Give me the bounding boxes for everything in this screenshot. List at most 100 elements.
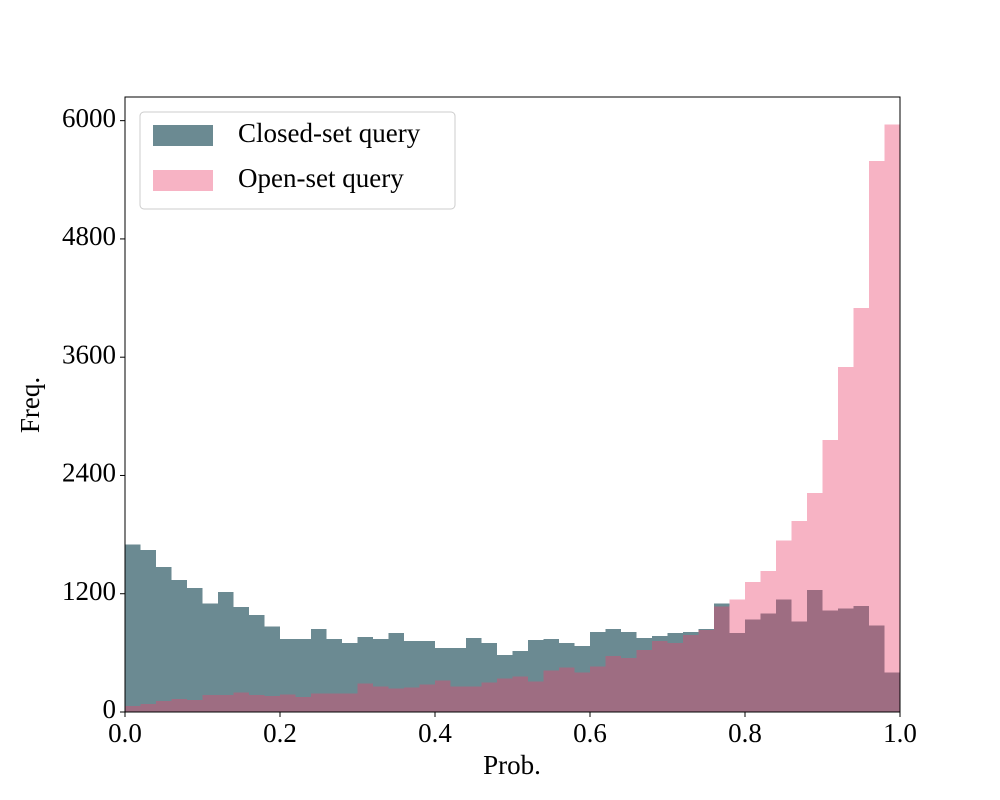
histogram-bar (140, 549, 156, 712)
histogram-bar (187, 700, 203, 712)
x-axis-label: Prob. (483, 750, 541, 780)
histogram-bar (435, 647, 451, 712)
histogram-bar (233, 607, 249, 712)
histogram-bar (171, 699, 187, 712)
histogram-bar (652, 641, 668, 712)
histogram-bar (528, 640, 544, 712)
y-tick-label: 2400 (62, 458, 116, 488)
histogram-bar (233, 692, 249, 712)
histogram-bar (295, 697, 311, 712)
histogram-bar (869, 625, 885, 712)
histogram-bar (807, 589, 823, 712)
histogram-bar (621, 632, 637, 712)
histogram-bar (326, 639, 342, 712)
histogram-bar (745, 619, 761, 712)
histogram-bar (388, 688, 404, 712)
histogram-bar (559, 643, 575, 712)
histogram-bar (714, 606, 730, 712)
histogram-bar (543, 639, 559, 712)
histogram-bar (729, 599, 745, 712)
x-tick-label: 0.6 (573, 718, 607, 748)
y-tick-label: 4800 (62, 221, 116, 251)
histogram-bar (419, 684, 435, 712)
x-tick-label: 0.0 (108, 718, 142, 748)
histogram-bar (869, 161, 885, 712)
histogram-bar (187, 587, 203, 712)
histogram-bar (683, 635, 699, 712)
histogram-bar (574, 645, 590, 712)
x-tick-label: 0.8 (728, 718, 762, 748)
histogram-bar (218, 695, 234, 712)
histogram-bar (404, 641, 420, 712)
histogram-bar (357, 637, 373, 712)
histogram-bar (714, 603, 730, 712)
histogram-bar (295, 639, 311, 712)
histogram-bar (621, 657, 637, 712)
histogram-bar (466, 638, 482, 712)
histogram-bar (776, 540, 792, 712)
histogram-bar (264, 696, 280, 712)
histogram-bar (884, 672, 900, 712)
histogram-bar (791, 621, 807, 712)
histogram-bar (450, 686, 466, 712)
histogram-bar (171, 579, 187, 712)
histogram-bar (853, 307, 869, 712)
histogram-bar (729, 633, 745, 712)
histogram-bar (326, 693, 342, 712)
histogram-bar (590, 666, 606, 712)
histogram-bar (853, 606, 869, 712)
histogram-bar (202, 695, 218, 712)
histogram-bar (760, 571, 776, 712)
histogram-bar (791, 520, 807, 712)
histogram-bar (574, 672, 590, 712)
histogram-bar (435, 680, 451, 712)
y-tick-label: 0 (103, 694, 117, 724)
x-tick-label: 0.4 (418, 718, 452, 748)
histogram-bar (512, 650, 528, 712)
histogram-bar (838, 367, 854, 712)
histogram-bar (156, 567, 172, 712)
histogram-bar (419, 641, 435, 712)
legend-label: Open-set query (238, 163, 404, 193)
legend-box (139, 111, 456, 210)
histogram-bar (280, 694, 296, 712)
histogram-bar (698, 629, 714, 712)
histogram-bar (807, 493, 823, 712)
x-tick-label: 0.2 (263, 718, 297, 748)
histogram-bar (466, 686, 482, 712)
legend-swatch (153, 170, 213, 191)
histogram-bar (311, 693, 327, 712)
histogram-bar (745, 581, 761, 712)
histogram-bar (605, 629, 621, 712)
histogram-bar (667, 633, 683, 712)
histogram-bar (249, 614, 265, 712)
y-axis-label: Freq. (15, 377, 45, 433)
histogram-bar (636, 638, 652, 712)
y-tick-label: 3600 (62, 339, 116, 369)
histogram-bar (884, 124, 900, 713)
histogram-bar (497, 654, 513, 712)
histogram-bar (404, 687, 420, 712)
histogram-bar (512, 676, 528, 712)
histogram-bar (357, 683, 373, 712)
histogram-bar (543, 670, 559, 712)
histogram-bar (776, 599, 792, 712)
histogram-bar (822, 610, 838, 712)
histogram-bar (698, 630, 714, 712)
histogram-bar (202, 603, 218, 712)
histogram-bar (683, 632, 699, 712)
histogram-bar (373, 686, 389, 712)
histogram-bar (264, 626, 280, 712)
histogram-bar (497, 678, 513, 712)
histogram-bar (822, 439, 838, 712)
histogram-bar (605, 655, 621, 712)
histogram-bar (652, 636, 668, 712)
histogram-bar (140, 704, 156, 712)
histogram-bar (249, 695, 265, 712)
legend-label: Closed-set query (238, 118, 421, 148)
y-tick-label: 6000 (62, 103, 116, 133)
histogram-bar (760, 613, 776, 712)
histogram-bar (481, 682, 497, 712)
histogram-bar (667, 643, 683, 712)
